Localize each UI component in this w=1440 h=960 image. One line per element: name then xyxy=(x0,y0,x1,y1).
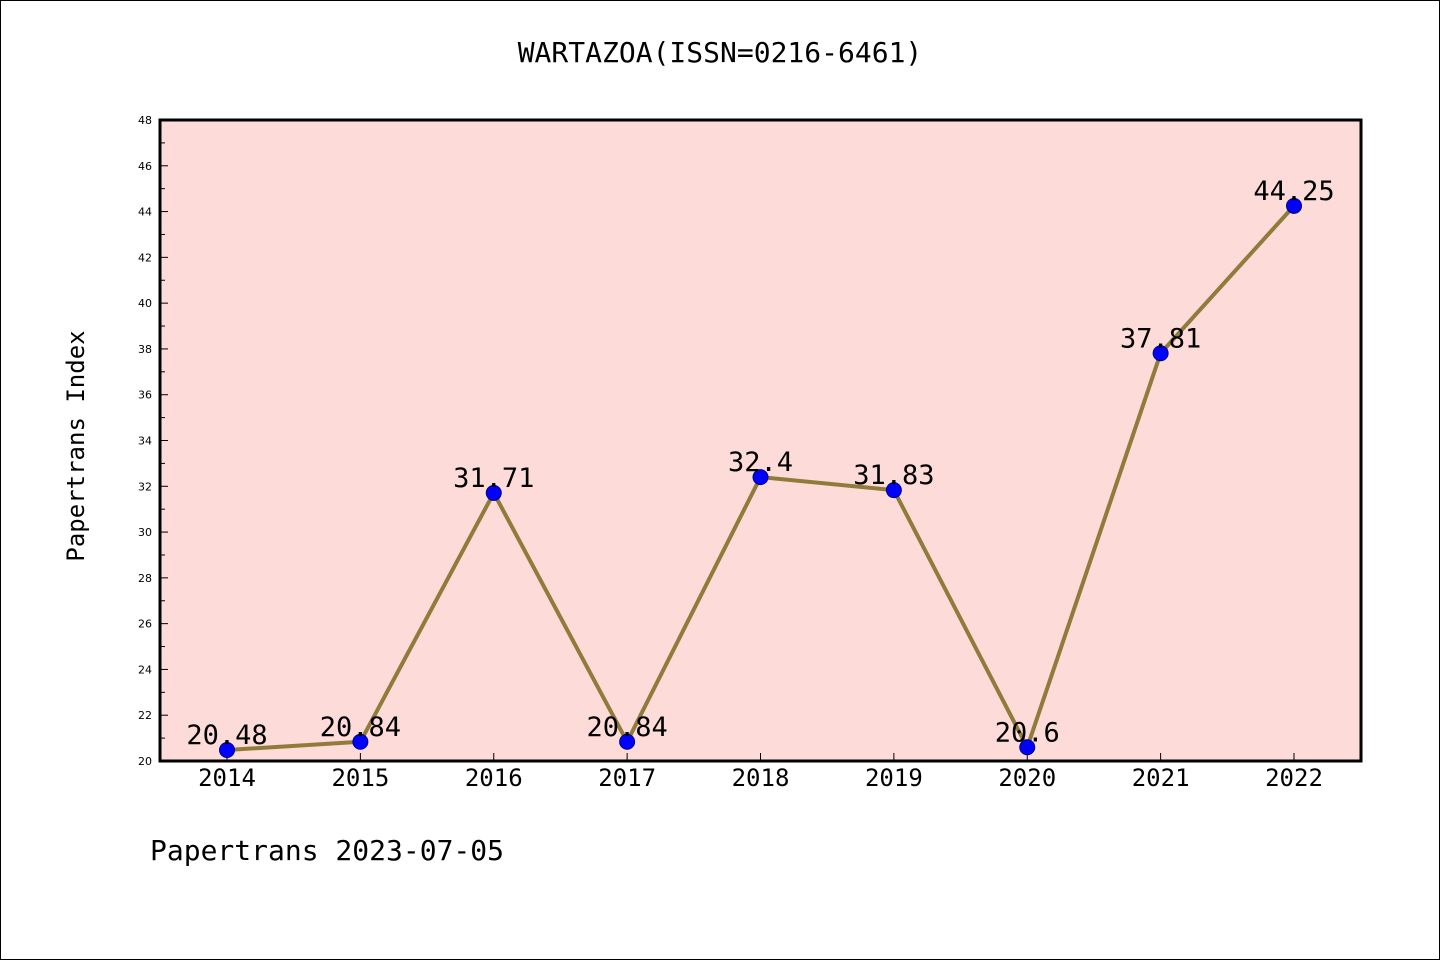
data-point xyxy=(885,482,902,499)
y-tick-label: 20 xyxy=(138,755,152,768)
x-tick-label: 2017 xyxy=(598,764,656,792)
y-tick-label: 44 xyxy=(138,206,152,219)
data-label: 32.4 xyxy=(728,447,793,478)
x-tick-label: 2016 xyxy=(465,764,523,792)
x-tick-label: 2018 xyxy=(732,764,790,792)
data-point xyxy=(485,484,502,501)
footer-note: Papertrans 2023-07-05 xyxy=(150,834,505,867)
data-label: 31.71 xyxy=(453,463,534,494)
y-tick-label: 26 xyxy=(138,618,152,631)
data-point xyxy=(352,733,369,750)
data-point xyxy=(619,733,636,750)
y-tick-label: 28 xyxy=(138,572,152,585)
x-tick-label: 2019 xyxy=(865,764,923,792)
y-tick-label: 24 xyxy=(138,663,152,676)
plot-area xyxy=(160,120,1361,761)
x-tick-label: 2021 xyxy=(1132,764,1190,792)
data-point xyxy=(219,742,235,759)
data-point xyxy=(1152,345,1169,362)
y-tick-label: 22 xyxy=(138,709,152,722)
x-tick-label: 2020 xyxy=(998,764,1056,792)
x-tick-label: 2015 xyxy=(331,764,389,792)
x-tick-label: 2014 xyxy=(198,764,256,792)
y-tick-label: 38 xyxy=(138,343,152,356)
plot-border xyxy=(158,118,1363,763)
y-tick-label: 40 xyxy=(138,297,152,310)
x-tick-label: 2022 xyxy=(1265,764,1323,792)
data-point xyxy=(1019,739,1036,756)
data-label: 20.84 xyxy=(586,712,667,743)
data-label: 20.6 xyxy=(995,717,1060,748)
y-tick-label: 42 xyxy=(138,251,152,264)
y-tick-label: 48 xyxy=(138,114,152,127)
y-tick-label: 32 xyxy=(138,480,152,493)
y-tick-label: 36 xyxy=(138,389,152,402)
y-tick-label: 34 xyxy=(138,435,152,448)
data-label: 20.48 xyxy=(186,720,267,751)
y-tick-label: 30 xyxy=(138,526,152,539)
data-label: 37.81 xyxy=(1120,323,1201,354)
data-label: 20.84 xyxy=(320,712,401,743)
data-point xyxy=(1286,197,1302,214)
chart-title: WARTAZOA(ISSN=0216-6461) xyxy=(517,36,923,69)
data-label: 31.83 xyxy=(853,460,934,491)
data-label: 44.25 xyxy=(1253,176,1334,207)
y-tick-label: 46 xyxy=(138,160,152,173)
data-point xyxy=(752,469,769,486)
